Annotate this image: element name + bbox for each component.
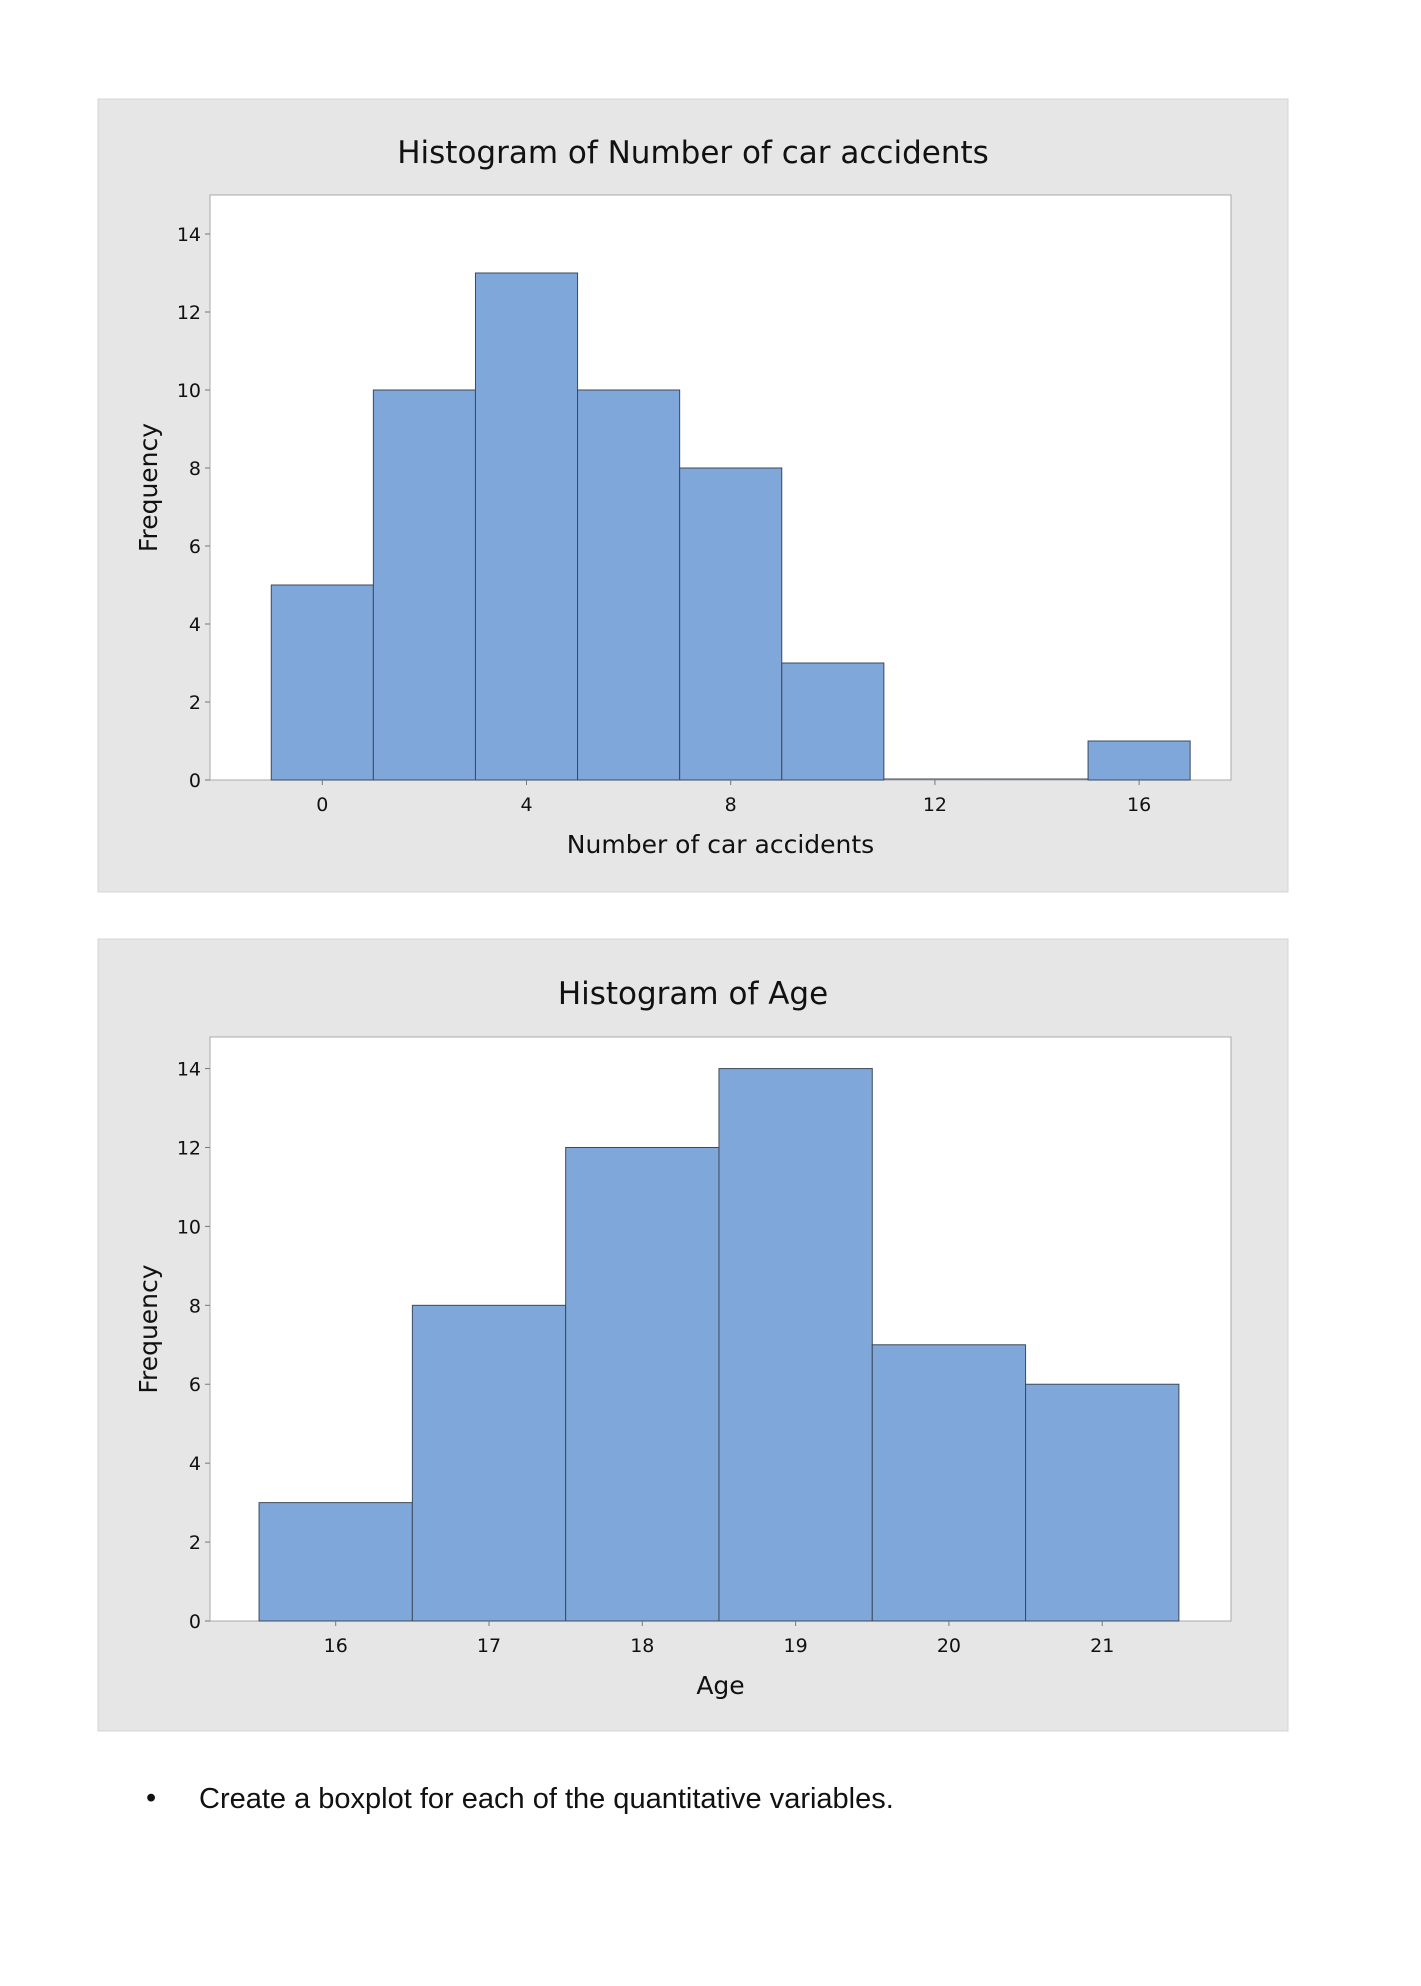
histogram-bar — [411, 1304, 567, 1622]
histogram-bar — [871, 1344, 1027, 1622]
y-tick-label: 14 — [177, 1059, 201, 1081]
y-tick-label: 0 — [189, 770, 201, 792]
chart-title: Histogram of Number of car accidents — [397, 135, 989, 171]
histogram-bar — [781, 662, 885, 781]
histogram-bar — [372, 389, 476, 781]
y-tick-label: 2 — [189, 1532, 201, 1554]
x-tick-label: 20 — [937, 1635, 961, 1657]
y-tick-label: 10 — [177, 1216, 201, 1238]
histogram-bar — [565, 1146, 720, 1622]
y-tick-label: 0 — [189, 1611, 201, 1633]
histogram-bar — [1025, 1383, 1180, 1622]
histogram-car-accidents: 0 2 4 6 8 10 12 14 0 4 8 12 16 Histogram of Number of… — [97, 98, 1289, 893]
y-tick-label: 2 — [189, 692, 201, 714]
x-tick-label: 16 — [1127, 794, 1151, 816]
y-tick-label: 4 — [189, 1453, 201, 1475]
instruction-text: Create a boxplot for each of the quantit… — [199, 1783, 894, 1815]
y-tick-label: 6 — [189, 1374, 201, 1396]
x-tick-label: 16 — [324, 1635, 348, 1657]
histogram-bar — [577, 389, 681, 781]
x-tick-label: 17 — [477, 1635, 501, 1657]
x-tick-label: 4 — [520, 794, 532, 816]
x-tick-label: 21 — [1090, 1635, 1114, 1657]
y-tick-label: 12 — [177, 1137, 201, 1159]
x-tick-label: 18 — [630, 1635, 654, 1657]
bullet-icon: • — [146, 1782, 157, 1814]
histogram-bar — [258, 1502, 413, 1622]
y-tick-label: 6 — [189, 536, 201, 558]
x-axis-label: Number of car accidents — [567, 830, 874, 859]
chart-title: Histogram of Age — [558, 976, 828, 1012]
x-tick-label: 8 — [725, 794, 737, 816]
y-axis-label: Frequency — [134, 423, 163, 552]
y-tick-label: 10 — [177, 380, 201, 402]
histogram-bar — [718, 1068, 873, 1622]
y-tick-label: 8 — [189, 458, 201, 480]
histogram-bar — [474, 272, 579, 781]
y-axis-label: Frequency — [134, 1264, 163, 1393]
histogram-bar — [679, 467, 783, 781]
x-tick-label: 0 — [316, 794, 328, 816]
x-axis-label: Age — [696, 1671, 744, 1700]
y-tick-label: 8 — [189, 1295, 201, 1317]
y-tick-label: 4 — [189, 614, 201, 636]
histogram-age: 0 2 4 6 8 10 12 14 16 17 18 19 20 21 Histogram of Age A… — [97, 938, 1289, 1732]
x-tick-label: 19 — [784, 1635, 808, 1657]
x-tick-label: 12 — [923, 794, 947, 816]
y-tick-label: 12 — [177, 302, 201, 324]
histogram-bar — [270, 584, 374, 781]
y-tick-label: 14 — [177, 224, 201, 246]
